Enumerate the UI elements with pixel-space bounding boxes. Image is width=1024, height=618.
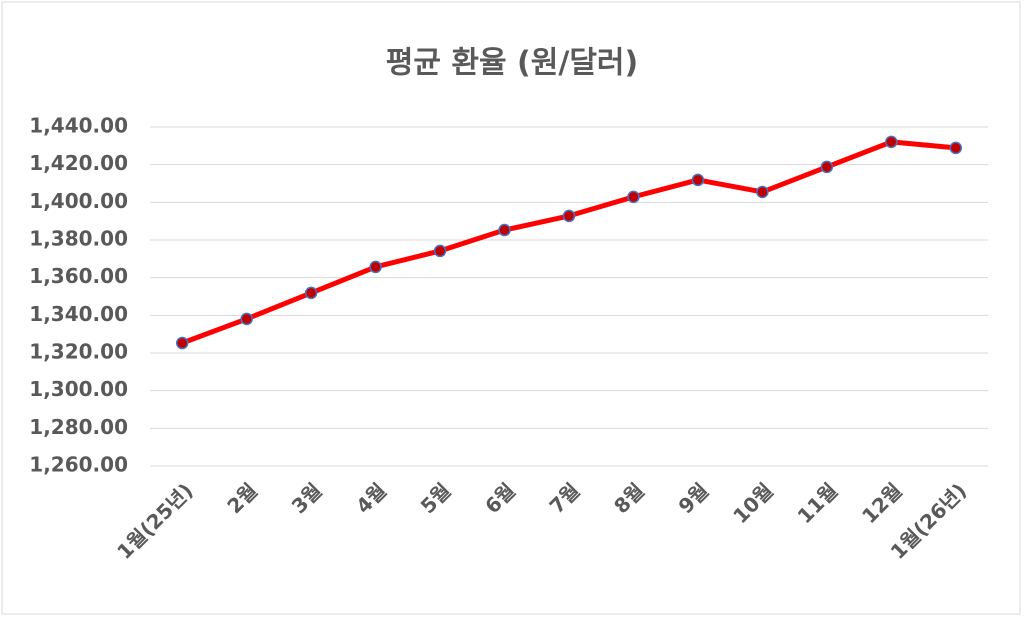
point [175,336,189,350]
point [369,260,382,274]
y-tick-label: 1,440.00 [29,114,128,138]
point [949,141,963,155]
y-tick-label: 1,300.00 [29,377,128,401]
point [433,244,447,258]
point [691,173,705,187]
y-tick-label: 1,380.00 [29,227,128,251]
point [627,190,640,204]
y-tick-label: 1,420.00 [29,151,128,175]
point [820,160,834,174]
y-tick-label: 1,260.00 [29,453,128,477]
chart-title: 평균 환율 (원/달러) [386,46,638,81]
point [304,286,318,300]
y-tick-label: 1,280.00 [29,415,128,439]
point [885,135,898,149]
y-tick-label: 1,400.00 [29,189,128,213]
y-tick-label: 1,320.00 [29,340,128,364]
point [498,223,511,237]
point [756,185,769,199]
point [562,209,576,223]
y-tick-label: 1,360.00 [29,264,128,288]
point [240,312,253,326]
y-tick-label: 1,340.00 [29,302,128,326]
